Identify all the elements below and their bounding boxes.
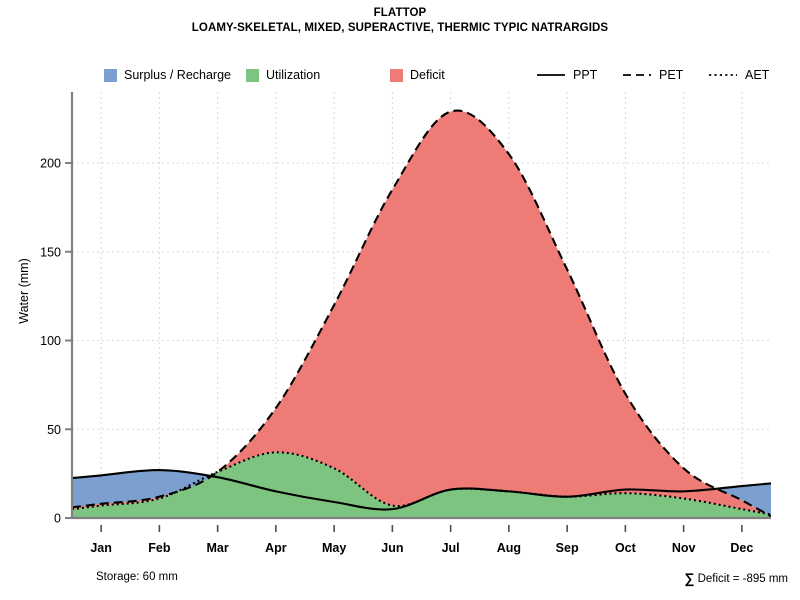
dotted-line-icon: [708, 69, 738, 81]
dashed-line-icon: [622, 69, 652, 81]
legend-item-utilization: Utilization: [246, 68, 320, 82]
sigma-icon: ∑: [684, 570, 695, 586]
legend-item-aet: AET: [708, 68, 769, 82]
svg-text:Apr: Apr: [265, 541, 287, 555]
solid-line-icon: [536, 69, 566, 81]
svg-text:200: 200: [40, 157, 61, 171]
svg-text:0: 0: [54, 512, 61, 526]
svg-text:Feb: Feb: [148, 541, 171, 555]
legend-item-ppt: PPT: [536, 68, 597, 82]
legend-label-aet: AET: [745, 68, 770, 82]
deficit-swatch-icon: [390, 68, 403, 82]
svg-text:Dec: Dec: [730, 541, 753, 555]
page-title: FLATTOP LOAMY-SKELETAL, MIXED, SUPERACTI…: [0, 6, 800, 36]
deficit-total-text: Deficit = -895 mm: [697, 573, 788, 585]
svg-text:Nov: Nov: [672, 541, 696, 555]
surplus-swatch-icon: [104, 68, 117, 82]
chart-legend: Surplus / Recharge Utilization Deficit P…: [0, 68, 800, 86]
title-line-2: LOAMY-SKELETAL, MIXED, SUPERACTIVE, THER…: [191, 22, 609, 34]
svg-text:Sep: Sep: [556, 541, 579, 555]
legend-label-pet: PET: [659, 68, 684, 82]
svg-text:150: 150: [40, 245, 61, 259]
svg-text:Mar: Mar: [207, 541, 229, 555]
svg-text:Oct: Oct: [615, 541, 637, 555]
svg-text:Jun: Jun: [381, 541, 403, 555]
legend-item-deficit: Deficit: [390, 68, 445, 82]
svg-text:Aug: Aug: [497, 541, 521, 555]
legend-label-deficit: Deficit: [410, 68, 445, 82]
svg-text:Jan: Jan: [90, 541, 112, 555]
svg-text:100: 100: [40, 334, 61, 348]
legend-label-ppt: PPT: [573, 68, 598, 82]
svg-text:50: 50: [47, 423, 61, 437]
svg-text:May: May: [322, 541, 346, 555]
legend-item-pet: PET: [622, 68, 683, 82]
svg-text:Jul: Jul: [442, 541, 460, 555]
legend-label-utilization: Utilization: [266, 68, 321, 82]
deficit-total-annotation: ∑ Deficit = -895 mm: [684, 570, 788, 586]
title-line-1: FLATTOP: [373, 7, 427, 19]
legend-label-surplus: Surplus / Recharge: [124, 68, 232, 82]
utilization-swatch-icon: [246, 68, 259, 82]
legend-item-surplus: Surplus / Recharge: [104, 68, 231, 82]
storage-annotation: Storage: 60 mm: [96, 571, 178, 583]
